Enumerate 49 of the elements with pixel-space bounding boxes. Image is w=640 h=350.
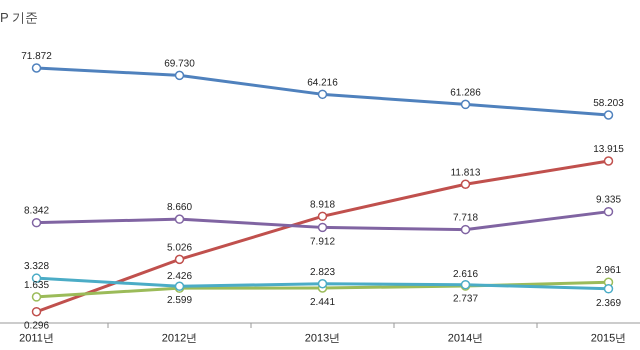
point [32,292,42,302]
data-label: 7.912 [310,236,336,248]
point [604,156,614,166]
point [318,90,328,100]
data-label: 2.616 [452,269,478,280]
data-label: 3.328 [24,261,50,272]
data-label: 8.342 [24,206,50,217]
data-label: 0.296 [24,320,50,332]
data-label: 2.426 [166,271,192,282]
chart-title: P 기준 [0,10,38,25]
data-label: 5.026 [166,242,192,254]
data-label: 2.599 [166,295,192,306]
point [460,100,470,110]
data-label: 8.918 [310,199,336,210]
point [174,70,184,80]
data-label: 58.203 [593,98,624,109]
x-tick-label: 2014년 [448,332,484,344]
data-label: 2.369 [596,298,622,309]
data-label: 71.872 [21,51,52,62]
point [318,222,328,232]
data-label: 7.718 [452,212,478,224]
data-label: 2.441 [310,296,336,308]
point [174,254,184,264]
data-label: 2.823 [310,266,336,278]
data-label: 9.335 [596,194,622,206]
point [32,306,42,316]
data-label: 69.730 [164,58,196,70]
data-label: 13.915 [593,144,624,155]
x-tick-label: 2015년 [590,332,626,344]
point [32,218,42,228]
data-label: 8.660 [166,202,192,214]
data-label: 64.216 [307,77,338,88]
point [460,224,470,234]
point [604,284,614,294]
point [32,63,42,73]
data-label: 61.286 [450,87,482,98]
data-label: 1.635 [24,280,50,291]
point [604,110,614,120]
data-label: 11.813 [450,167,481,178]
point [318,279,328,288]
x-tick-label: 2013년 [304,332,340,344]
x-tick-label: 2012년 [162,332,198,344]
data-label: 2.961 [596,265,622,276]
point [460,180,470,189]
point [604,206,614,216]
point [174,214,184,224]
x-tick-label: 2011년 [19,332,54,344]
point [318,212,328,222]
data-label: 2.737 [452,294,478,305]
